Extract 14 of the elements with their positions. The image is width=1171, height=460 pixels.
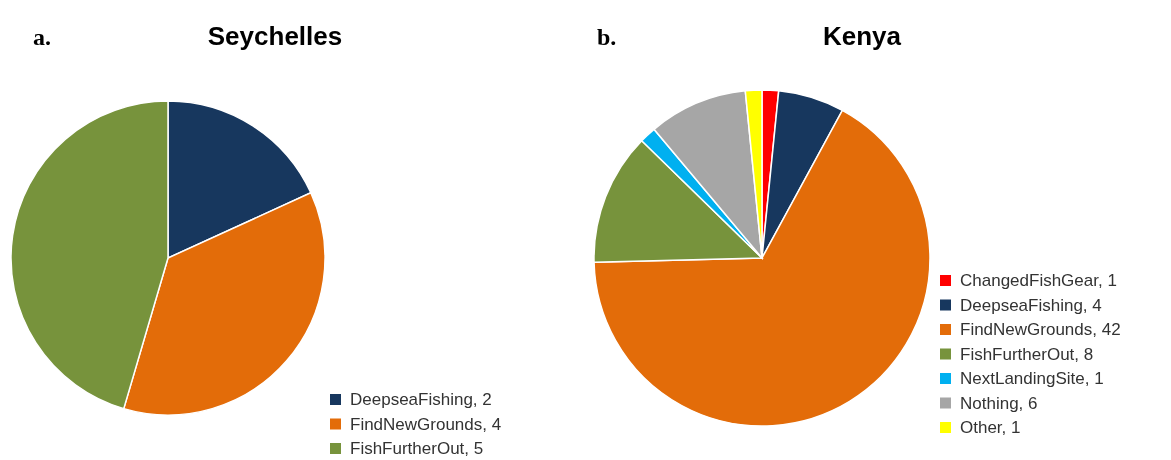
legend-label: DeepseaFishing, 2 xyxy=(350,390,492,409)
text: a. xyxy=(33,24,51,50)
legend-label: FindNewGrounds, 4 xyxy=(350,414,502,434)
legend-label: NextLandingSite, 1 xyxy=(960,369,1104,388)
legend-label: Other, 1 xyxy=(960,418,1021,437)
legend-label: Nothing, 6 xyxy=(960,393,1038,413)
legend-label: FishFurtherOut, 8 xyxy=(960,344,1094,364)
text: b. xyxy=(597,24,617,50)
legend-label: DeepseaFishing, 4 xyxy=(960,295,1102,315)
chart-title: Kenya xyxy=(822,21,902,51)
legend-label: FishFurtherOut, 5 xyxy=(350,439,484,458)
chart-title: Seychelles xyxy=(207,21,343,51)
legend-label: FindNewGrounds, 42 xyxy=(960,320,1121,339)
legend-label: ChangedFishGear, 1 xyxy=(960,271,1117,290)
